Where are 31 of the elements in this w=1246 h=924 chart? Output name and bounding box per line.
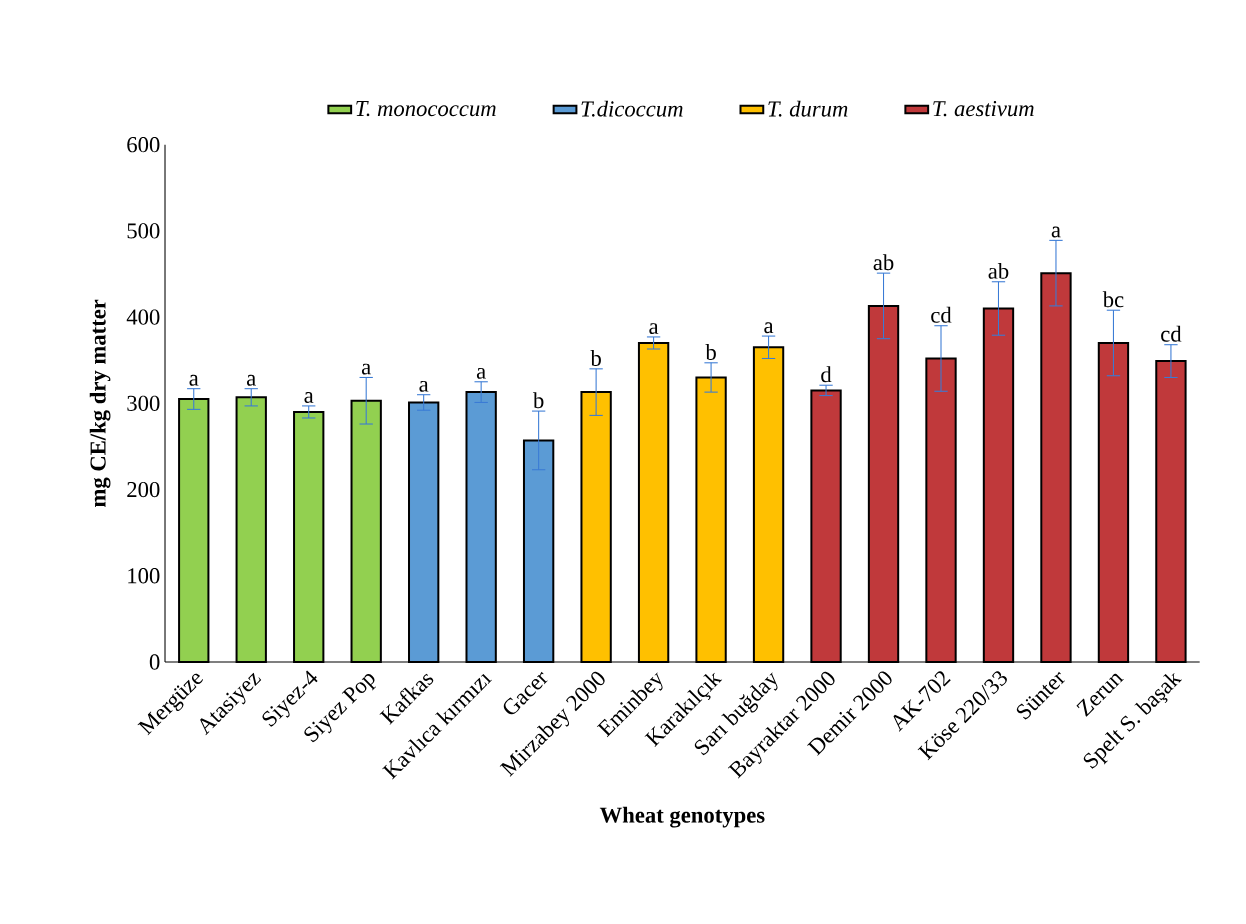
y-tick-label: 200 — [127, 481, 160, 498]
data-label: a — [419, 380, 429, 392]
legend-label: T. aestivum — [933, 101, 1034, 117]
y-tick-label: 300 — [127, 395, 160, 411]
data-label: bc — [1102, 291, 1124, 308]
data-label: a — [189, 374, 199, 386]
y-tick-label: 100 — [128, 568, 160, 584]
data-label: b — [590, 349, 601, 366]
legend-label: T. durum — [768, 100, 848, 117]
data-label: cd — [1161, 325, 1182, 342]
data-label: a — [361, 363, 371, 375]
legend-label: T. monococcum — [356, 101, 496, 117]
data-label: a — [246, 374, 256, 386]
data-label: ab — [988, 262, 1009, 279]
x-axis-title: Wheat genotypes — [599, 806, 765, 828]
data-label: ab — [873, 254, 894, 271]
data-label: cd — [931, 306, 952, 323]
legend-label: T.dicoccum — [581, 100, 683, 117]
data-label: b — [705, 343, 716, 360]
data-label: a — [649, 323, 659, 335]
y-tick-label: 600 — [127, 137, 160, 153]
data-label: a — [1051, 226, 1061, 238]
data-label: a — [304, 392, 314, 403]
data-label: d — [821, 366, 832, 383]
data-label: a — [764, 322, 774, 334]
y-axis-title: mg CE/kg dry matter — [89, 299, 111, 507]
data-label: a — [476, 367, 486, 379]
data-label: b — [532, 392, 544, 409]
y-tick-label: 400 — [126, 309, 160, 325]
y-tick-label: 500 — [127, 223, 160, 239]
y-tick-label: 0 — [149, 654, 160, 670]
